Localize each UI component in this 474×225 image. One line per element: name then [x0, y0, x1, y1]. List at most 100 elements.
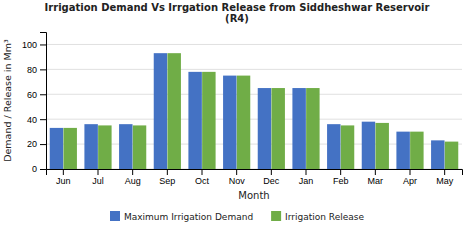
- legend-swatch: [110, 211, 120, 221]
- x-tick-mark: [236, 169, 237, 175]
- x-tick-mark: [444, 169, 445, 175]
- y-tick: 100: [22, 40, 46, 50]
- x-tick-label: Mar: [368, 176, 384, 186]
- bar: [341, 125, 354, 169]
- x-tick-mark: [410, 169, 411, 175]
- x-tick-label: Jun: [56, 176, 71, 186]
- x-tick-mark: [306, 169, 307, 175]
- bar: [292, 88, 305, 169]
- x-tick-label: Dec: [263, 176, 280, 186]
- y-tick-label: 20: [27, 139, 37, 149]
- x-axis: Jun Jul Aug Sep Oct Nov Dec Jan Feb Mar Apr May: [47, 169, 463, 186]
- bar: [445, 142, 458, 169]
- legend-label: Maximum Irrigation Demand: [124, 212, 253, 222]
- bar: [410, 132, 423, 169]
- x-tick: Sep: [159, 169, 175, 186]
- grid-line: [46, 94, 462, 95]
- bar: [223, 76, 236, 169]
- x-tick: Jun: [56, 169, 71, 186]
- x-tick: Apr: [403, 169, 417, 186]
- x-tick-mark: [375, 169, 376, 175]
- y-tick-mark: [40, 44, 46, 45]
- x-tick-mark: [63, 169, 64, 175]
- x-axis-line: [47, 170, 463, 176]
- bar: [271, 88, 284, 169]
- legend-label: Irrigation Release: [285, 212, 364, 222]
- legend-item: Maximum Irrigation Demand: [110, 211, 253, 222]
- y-tick-mark: [40, 169, 46, 170]
- y-tick: 40: [27, 115, 46, 125]
- bars: [50, 53, 459, 169]
- bar: [63, 128, 76, 169]
- y-axis: 0 20 40 60 80 100: [22, 33, 47, 175]
- bar: [306, 88, 319, 169]
- x-tick-mark: [271, 169, 272, 175]
- bar-series: [50, 53, 445, 169]
- bar: [431, 140, 444, 169]
- x-tick: Feb: [333, 169, 349, 186]
- bar: [133, 125, 146, 169]
- bar: [119, 124, 132, 169]
- grid-line: [46, 69, 462, 70]
- x-tick: Dec: [263, 169, 280, 186]
- chart: Irrigation Demand Vs Irrgation Release f…: [0, 0, 474, 225]
- bar: [154, 53, 167, 169]
- bar: [202, 72, 215, 169]
- x-tick-label: Apr: [403, 176, 417, 186]
- y-tick-mark: [40, 119, 46, 120]
- bar: [84, 124, 97, 169]
- bar: [258, 88, 271, 169]
- x-tick-mark: [167, 169, 168, 175]
- y-axis-line: [40, 33, 47, 170]
- grid: [46, 44, 462, 169]
- x-tick-label: Jan: [299, 176, 314, 186]
- plot: 0 20 40 60 80 100 Jun Jul Aug Sep Oct Nov Dec Jan Feb M…: [22, 33, 463, 187]
- bar: [375, 123, 388, 169]
- x-tick-mark: [132, 169, 133, 175]
- bar: [50, 128, 63, 169]
- x-tick-label: Feb: [333, 176, 349, 186]
- x-tick-label: Aug: [125, 176, 141, 186]
- bar: [98, 125, 111, 169]
- legend: Maximum Irrigation Demand Irrigation Rele…: [110, 211, 364, 222]
- x-tick: Aug: [125, 169, 141, 186]
- bar: [396, 132, 409, 169]
- x-tick-mark: [98, 169, 99, 175]
- bar: [327, 124, 340, 169]
- y-tick-label: 40: [27, 115, 37, 125]
- y-tick-mark: [40, 94, 46, 95]
- y-tick: 20: [27, 139, 46, 149]
- y-tick-label: 0: [32, 164, 37, 174]
- y-tick-label: 80: [27, 65, 37, 75]
- x-tick: Mar: [368, 169, 384, 186]
- y-tick: 0: [32, 164, 46, 174]
- y-tick: 60: [27, 90, 46, 100]
- y-tick-label: 100: [22, 40, 37, 50]
- x-tick-mark: [340, 169, 341, 175]
- x-tick-label: Jul: [92, 176, 104, 186]
- x-tick: Nov: [229, 169, 246, 186]
- y-tick-mark: [40, 144, 46, 145]
- x-tick: Oct: [195, 169, 210, 186]
- x-tick: May: [436, 169, 454, 186]
- legend-item: Irrigation Release: [271, 211, 364, 222]
- bar: [237, 76, 250, 169]
- x-tick-label: Nov: [229, 176, 246, 186]
- x-tick-mark: [202, 169, 203, 175]
- grid-line: [46, 119, 462, 120]
- y-tick-label: 60: [27, 90, 37, 100]
- bar-series: [63, 53, 458, 169]
- x-tick-label: May: [436, 176, 454, 186]
- title: Irrigation Demand Vs Irrgation Release f…: [45, 2, 430, 24]
- y-axis-label: Demand / Release in Mm³: [2, 39, 13, 162]
- x-tick: Jul: [92, 169, 104, 186]
- bar: [167, 53, 180, 169]
- bar: [362, 122, 375, 169]
- y-tick-mark: [40, 69, 46, 70]
- x-tick-label: Sep: [159, 176, 175, 186]
- grid-line: [46, 44, 462, 45]
- x-axis-label: Month: [238, 190, 269, 201]
- legend-swatch: [271, 211, 281, 221]
- y-tick: 80: [27, 65, 46, 75]
- x-tick: Jan: [299, 169, 314, 186]
